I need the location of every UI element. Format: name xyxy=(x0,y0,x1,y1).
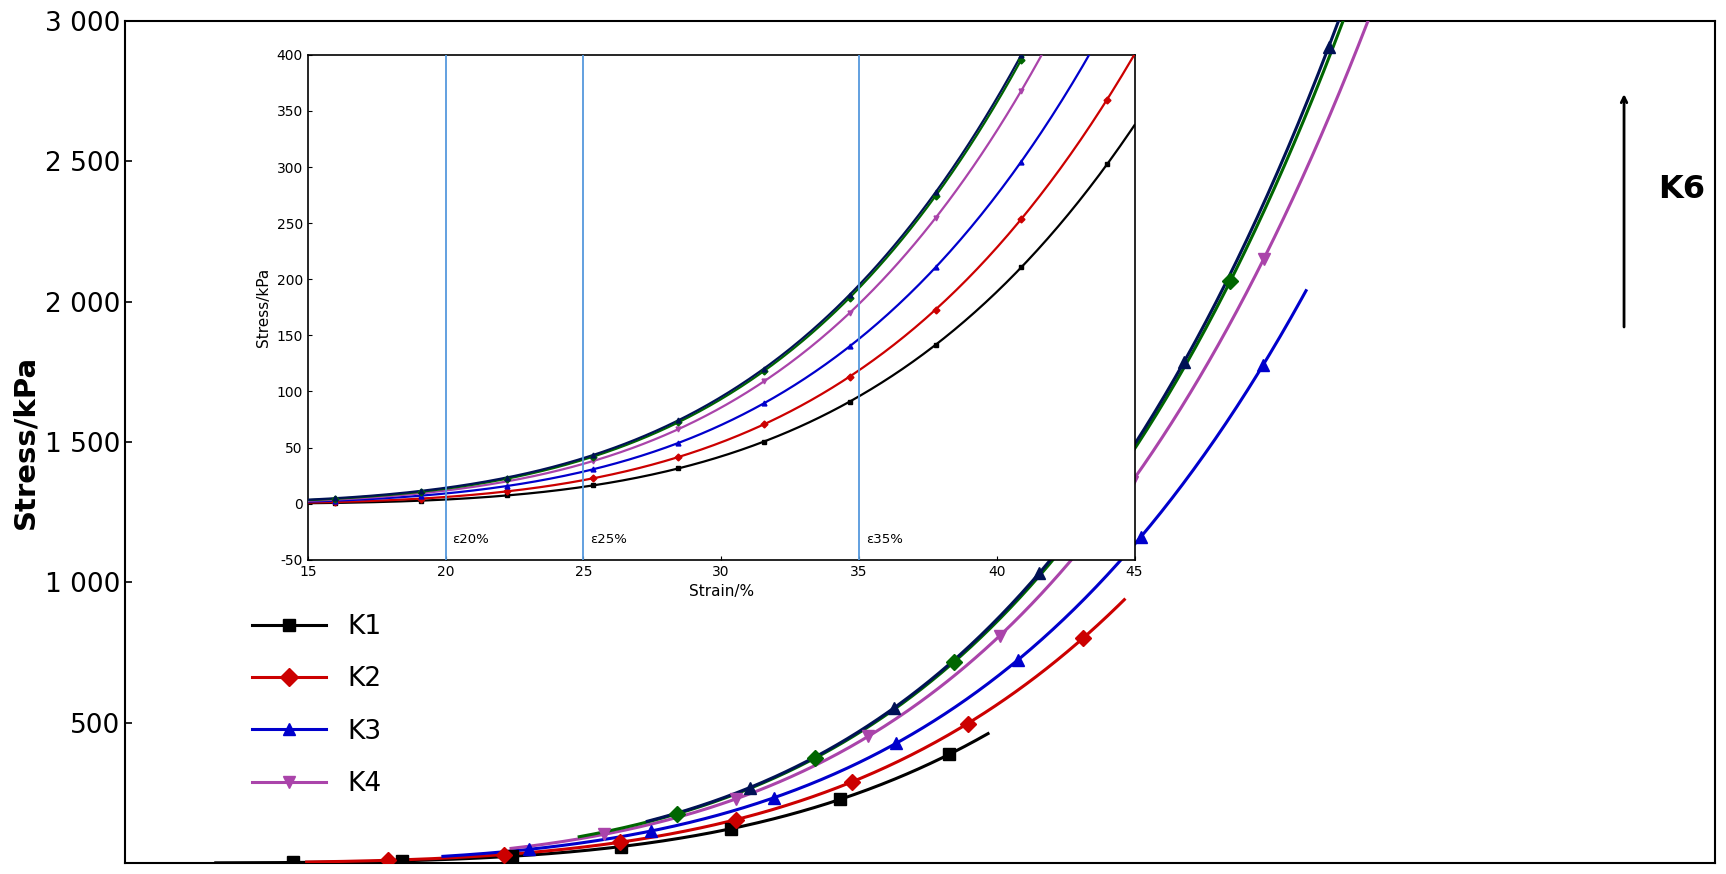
Legend: K1, K2, K3, K4: K1, K2, K3, K4 xyxy=(242,603,392,808)
Text: K6: K6 xyxy=(1659,174,1705,205)
Y-axis label: Stress/kPa: Stress/kPa xyxy=(10,355,40,529)
